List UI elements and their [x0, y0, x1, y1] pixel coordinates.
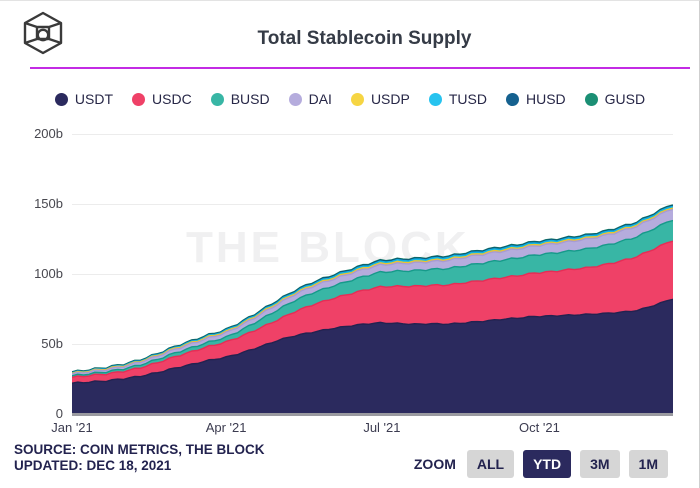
- x-tick-oct21: Oct '21: [519, 420, 560, 435]
- legend-dot-husd: [505, 92, 519, 106]
- legend-dot-usdc: [132, 92, 146, 106]
- stacked-area-chart[interactable]: [71, 118, 674, 414]
- legend-dot-usdp: [350, 92, 364, 106]
- source-line: SOURCE: COIN METRICS, THE BLOCK: [14, 442, 265, 457]
- line-usdp: [71, 207, 674, 374]
- y-tick-100b: 100b: [34, 266, 63, 281]
- legend-dot-gusd: [584, 92, 598, 106]
- area-usdt: [72, 299, 673, 414]
- legend-item-husd[interactable]: HUSD: [505, 91, 566, 107]
- updated-line: UPDATED: DEC 18, 2021: [14, 458, 172, 473]
- legend-item-busd[interactable]: BUSD: [210, 91, 270, 107]
- zoom-button-ytd[interactable]: YTD: [523, 450, 572, 478]
- legend-item-tusd[interactable]: TUSD: [428, 91, 487, 107]
- source-note: SOURCE: COIN METRICS, THE BLOCK UPDATED:…: [14, 442, 265, 474]
- y-tick-200b: 200b: [34, 126, 63, 141]
- gridline-150b: [72, 204, 673, 205]
- legend-item-usdp[interactable]: USDP: [350, 91, 410, 107]
- line-busd: [71, 219, 674, 377]
- x-tick-apr21: Apr '21: [205, 420, 247, 435]
- y-tick-50b: 50b: [41, 336, 63, 351]
- legend-dot-dai: [288, 92, 302, 106]
- gridline-200b: [72, 134, 673, 135]
- the-block-logo-icon[interactable]: [20, 10, 66, 56]
- zoom-label: ZOOM: [413, 456, 456, 472]
- accent-divider: [30, 67, 690, 69]
- y-axis-labels: 200b 150b 100b 50b 0: [0, 118, 63, 421]
- page-title: Total Stablecoin Supply: [257, 28, 472, 49]
- legend-label: USDP: [370, 91, 410, 107]
- line-dai: [71, 208, 674, 375]
- legend-label: TUSD: [448, 91, 487, 107]
- line-tusd: [71, 205, 674, 374]
- chart-legend: USDT USDC BUSD DAI USDP TUSD HUSD GUSD: [0, 91, 699, 107]
- line-usdc: [71, 240, 674, 378]
- x-tick-jan21: Jan '21: [51, 420, 93, 435]
- legend-label: GUSD: [604, 91, 646, 107]
- legend-label: HUSD: [525, 91, 566, 107]
- legend-item-usdt[interactable]: USDT: [54, 91, 114, 107]
- y-tick-0: 0: [55, 406, 63, 421]
- zoom-controls: ZOOM ALL YTD 3M 1M: [414, 450, 668, 478]
- legend-label: USDT: [74, 91, 114, 107]
- x-tick-jul21: Jul '21: [363, 420, 401, 435]
- y-tick-150b: 150b: [34, 196, 63, 211]
- legend-item-dai[interactable]: DAI: [288, 91, 332, 107]
- zoom-button-all[interactable]: ALL: [466, 450, 515, 478]
- legend-dot-tusd: [428, 92, 442, 106]
- legend-item-gusd[interactable]: GUSD: [584, 91, 646, 107]
- legend-label: USDC: [152, 91, 192, 107]
- zoom-button-3m[interactable]: 3M: [580, 450, 620, 478]
- legend-dot-busd: [210, 92, 224, 106]
- zoom-button-1m[interactable]: 1M: [628, 450, 668, 478]
- line-usdt: [71, 298, 674, 384]
- legend-label: BUSD: [230, 91, 270, 107]
- x-axis-line: [72, 413, 673, 416]
- legend-item-usdc[interactable]: USDC: [132, 91, 192, 107]
- legend-label: DAI: [308, 91, 332, 107]
- legend-dot-usdt: [54, 92, 68, 106]
